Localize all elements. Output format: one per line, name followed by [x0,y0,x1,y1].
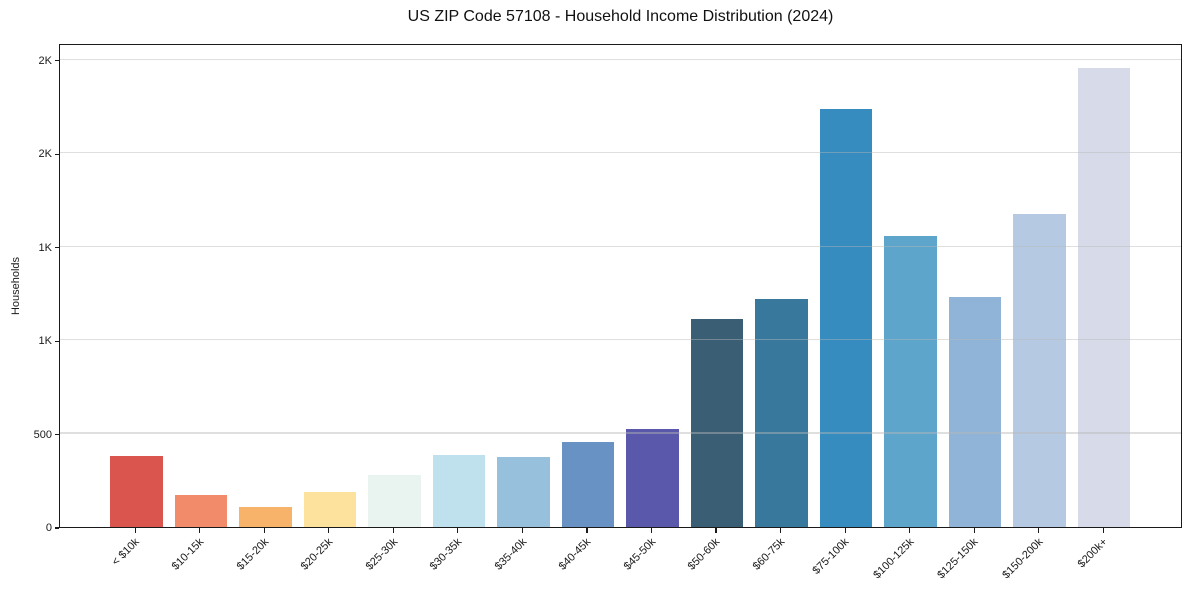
bar-$40-45k [561,442,615,527]
y-tick-mark [55,527,59,529]
y-axis-label: Households [10,256,22,316]
x-tick-label: $25-30k [363,536,400,573]
bar-$10-15k [174,495,228,527]
y-tick-mark [55,153,59,155]
x-tick-mark [909,528,911,533]
y-tick-label: 1K [38,241,52,254]
y-tick-mark [55,247,59,249]
x-tick-mark [650,528,653,533]
x-tick-mark [457,528,459,533]
x-tick-label: $100-125k [870,536,917,582]
x-tick-label: $40-45k [556,536,594,573]
x-tick-label: $200k+ [1075,536,1110,571]
x-tick-mark [1102,528,1104,533]
y-tick-label: 0 [45,522,52,534]
bar-$20-25k [303,491,357,527]
bar-$150-200k [1013,214,1066,527]
y-tick-mark [55,340,59,342]
x-tick-mark [715,528,717,533]
bar-< $10k [110,456,163,527]
x-tick-label: $30-35k [427,536,465,573]
chart-title: US ZIP Code 57108 - Household Income Dis… [407,8,834,25]
gridline [60,432,1181,434]
y-tick-mark [55,60,59,62]
x-tick-label: $75-100k [810,536,852,577]
x-tick-mark [392,528,394,533]
x-tick-mark [973,528,975,533]
plot-area [59,44,1182,528]
x-tick-label: < $10k [109,536,142,569]
y-tick-mark [55,434,59,436]
y-tick-label: 1K [38,335,52,348]
x-tick-mark [586,528,588,533]
bar-$45-50k [626,428,679,527]
bar-$35-40k [497,456,550,527]
x-tick-label: $20-25k [298,536,336,573]
x-tick-mark [328,528,330,533]
gridline [60,245,1181,247]
bar-$30-35k [432,455,486,527]
bar-$200k+ [1077,68,1131,527]
x-tick-label: $10-15k [169,536,207,573]
x-tick-label: $35-40k [492,536,529,573]
gridline [60,152,1181,154]
bar-$15-20k [239,507,292,527]
gridline [60,338,1181,341]
x-tick-label: $125-150k [935,536,981,582]
y-tick-label: 2K [38,148,52,161]
x-tick-mark [521,528,523,533]
bar-$125-150k [948,297,1002,527]
gridline [60,58,1181,60]
x-tick-label: $60-75k [750,536,787,573]
y-tick-label: 2K [38,54,52,67]
x-tick-mark [1038,528,1040,533]
x-tick-mark [263,528,265,533]
x-tick-mark [779,528,782,533]
x-tick-label: $50-60k [685,536,723,573]
bar-$50-60k [690,318,744,527]
x-tick-label: $150-200k [999,536,1046,582]
x-tick-mark [134,528,136,533]
bar-$75-100k [819,109,873,527]
y-tick-label: 500 [33,428,52,441]
bar-$100-125k [884,235,937,527]
bar-$25-30k [368,474,421,527]
x-tick-mark [199,528,201,533]
x-tick-mark [844,528,846,533]
bar-$60-75k [755,299,808,527]
x-tick-label: $15-20k [234,536,271,573]
x-tick-label: $45-50k [621,536,658,573]
